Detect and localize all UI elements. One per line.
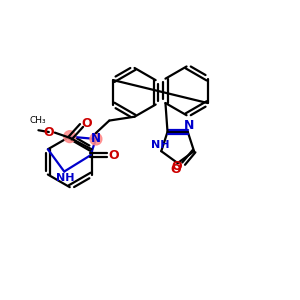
Text: O: O [108, 149, 119, 162]
Text: O: O [44, 125, 54, 139]
Text: O: O [171, 163, 182, 176]
Text: O: O [82, 118, 92, 130]
Text: N: N [91, 132, 101, 145]
Text: CH₃: CH₃ [30, 116, 46, 125]
Text: NH: NH [56, 173, 75, 183]
Text: NH: NH [151, 140, 169, 150]
Circle shape [64, 131, 76, 142]
Circle shape [90, 133, 102, 145]
Text: O: O [172, 160, 182, 173]
Text: N: N [184, 119, 194, 132]
